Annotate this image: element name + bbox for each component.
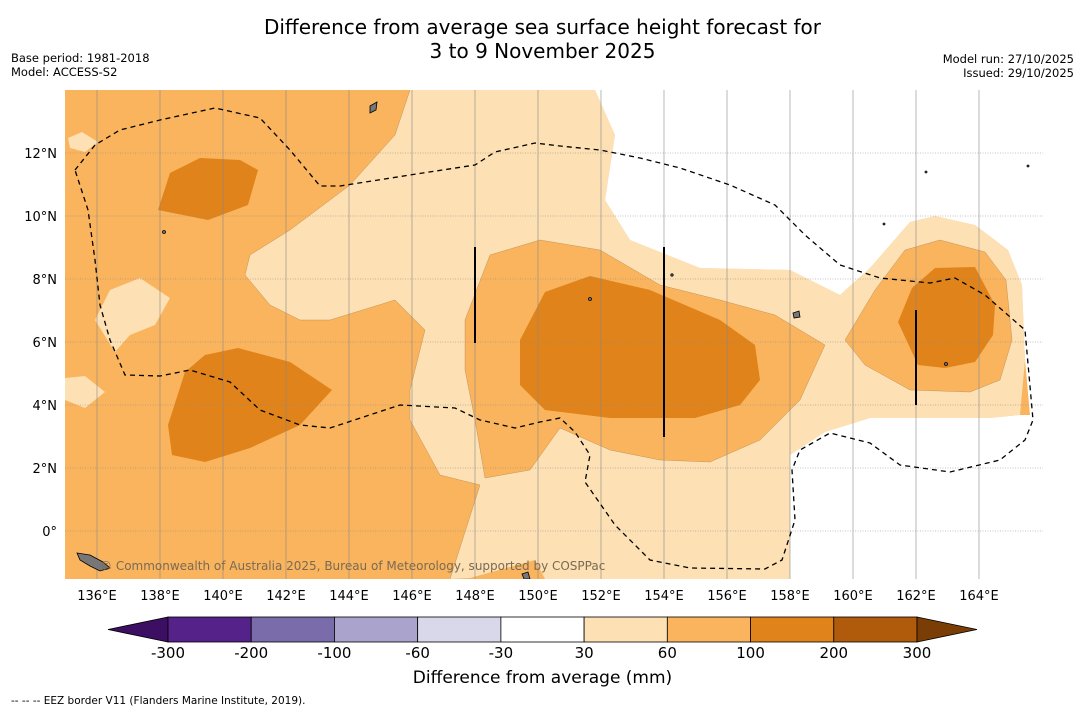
region-neutral-northeast xyxy=(595,90,1043,579)
lon-label: 162°E xyxy=(896,589,936,604)
colorbar-tick-label: -100 xyxy=(317,644,351,662)
meridians xyxy=(96,90,980,579)
issued-date: Issued: 29/10/2025 xyxy=(963,66,1074,80)
colorbar-tick-label: -30 xyxy=(489,644,514,662)
colorbar-tick-label: 300 xyxy=(903,644,932,662)
eez-borders xyxy=(74,107,1034,570)
meta-right: Model run: 27/10/2025 Issued: 29/10/2025 xyxy=(943,52,1074,80)
colorbar-segment xyxy=(250,616,335,643)
latitude-labels: 12°N 10°N 8°N 6°N 4°N 2°N 0° xyxy=(24,147,57,540)
station-markers xyxy=(474,247,917,437)
region-30-60-west-patch xyxy=(95,278,170,352)
colorbar-tick-label: 60 xyxy=(658,644,677,662)
model-name: Model: ACCESS-S2 xyxy=(11,65,118,79)
lat-label: 4°N xyxy=(33,399,58,414)
colorbar-tick-label: 200 xyxy=(819,644,848,662)
colorbar-tick-label: 100 xyxy=(736,644,765,662)
colorbar xyxy=(107,616,978,643)
colorbar-segment xyxy=(833,616,918,643)
region-100-200-central xyxy=(520,276,760,418)
colorbar-segment xyxy=(167,616,252,643)
eez-legend: -- -- -- EEZ border V11 (Flanders Marine… xyxy=(11,695,306,707)
lat-label: 6°N xyxy=(33,336,58,351)
colorbar-tick-label: -300 xyxy=(151,644,185,662)
region-30-60-nw-patch xyxy=(68,132,98,152)
lon-label: 136°E xyxy=(77,589,117,604)
lon-label: 164°E xyxy=(959,589,999,604)
lon-label: 150°E xyxy=(518,589,558,604)
copyright-text: © Commonwealth of Australia 2025, Bureau… xyxy=(100,559,605,573)
lat-label: 12°N xyxy=(24,147,57,162)
lon-label: 140°E xyxy=(203,589,243,604)
lon-label: 146°E xyxy=(392,589,432,604)
lon-label: 148°E xyxy=(455,589,495,604)
region-100-200-west-north xyxy=(158,158,258,220)
base-period: Base period: 1981-2018 xyxy=(11,51,150,65)
colorbar-segment xyxy=(500,616,585,643)
colorbar-segment xyxy=(666,616,751,643)
meta-left: Base period: 1981-2018 Model: ACCESS-S2 xyxy=(11,51,150,79)
lon-label: 138°E xyxy=(140,589,180,604)
lat-label: 10°N xyxy=(24,210,57,225)
colorbar-segment xyxy=(750,616,835,643)
colorbar-segment xyxy=(334,616,419,643)
lon-label: 152°E xyxy=(581,589,621,604)
islands xyxy=(76,101,1030,579)
lat-label: 0° xyxy=(42,525,57,540)
region-neutral-southeast xyxy=(790,415,1043,579)
lat-label: 8°N xyxy=(33,273,58,288)
lon-label: 144°E xyxy=(329,589,369,604)
colorbar-tick-label: -60 xyxy=(405,644,430,662)
lat-label: 2°N xyxy=(33,462,58,477)
lon-label: 156°E xyxy=(707,589,747,604)
longitude-labels: 136°E 138°E 140°E 142°E 144°E 146°E 148°… xyxy=(77,589,999,604)
lon-label: 154°E xyxy=(644,589,684,604)
map-plot-area: © Commonwealth of Australia 2025, Bureau… xyxy=(65,90,1043,579)
colorbar-tick-label: -200 xyxy=(234,644,268,662)
colorbar-extend-high xyxy=(916,616,978,643)
region-100-200-east xyxy=(898,267,995,368)
model-run: Model run: 27/10/2025 xyxy=(942,52,1074,66)
graticule xyxy=(65,152,1043,532)
colorbar-tick-label: 30 xyxy=(575,644,594,662)
colorbar-labels: -300 -200 -100 -60 -30 30 60 100 200 300 xyxy=(151,644,931,662)
region-30-60-west-patch-2 xyxy=(65,376,105,408)
colorbar-segment xyxy=(583,616,668,643)
lon-label: 160°E xyxy=(833,589,873,604)
colorbar-segment xyxy=(417,616,502,643)
colorbar-title: Difference from average (mm) xyxy=(412,668,673,688)
contour-lines xyxy=(244,90,1013,579)
colorbar-extend-low xyxy=(107,616,169,643)
lon-label: 158°E xyxy=(770,589,810,604)
chart-title: Difference from average sea surface heig… xyxy=(0,15,1085,63)
title-line-1: Difference from average sea surface heig… xyxy=(263,15,822,39)
lon-label: 142°E xyxy=(266,589,306,604)
title-line-2: 3 to 9 November 2025 xyxy=(429,39,656,63)
